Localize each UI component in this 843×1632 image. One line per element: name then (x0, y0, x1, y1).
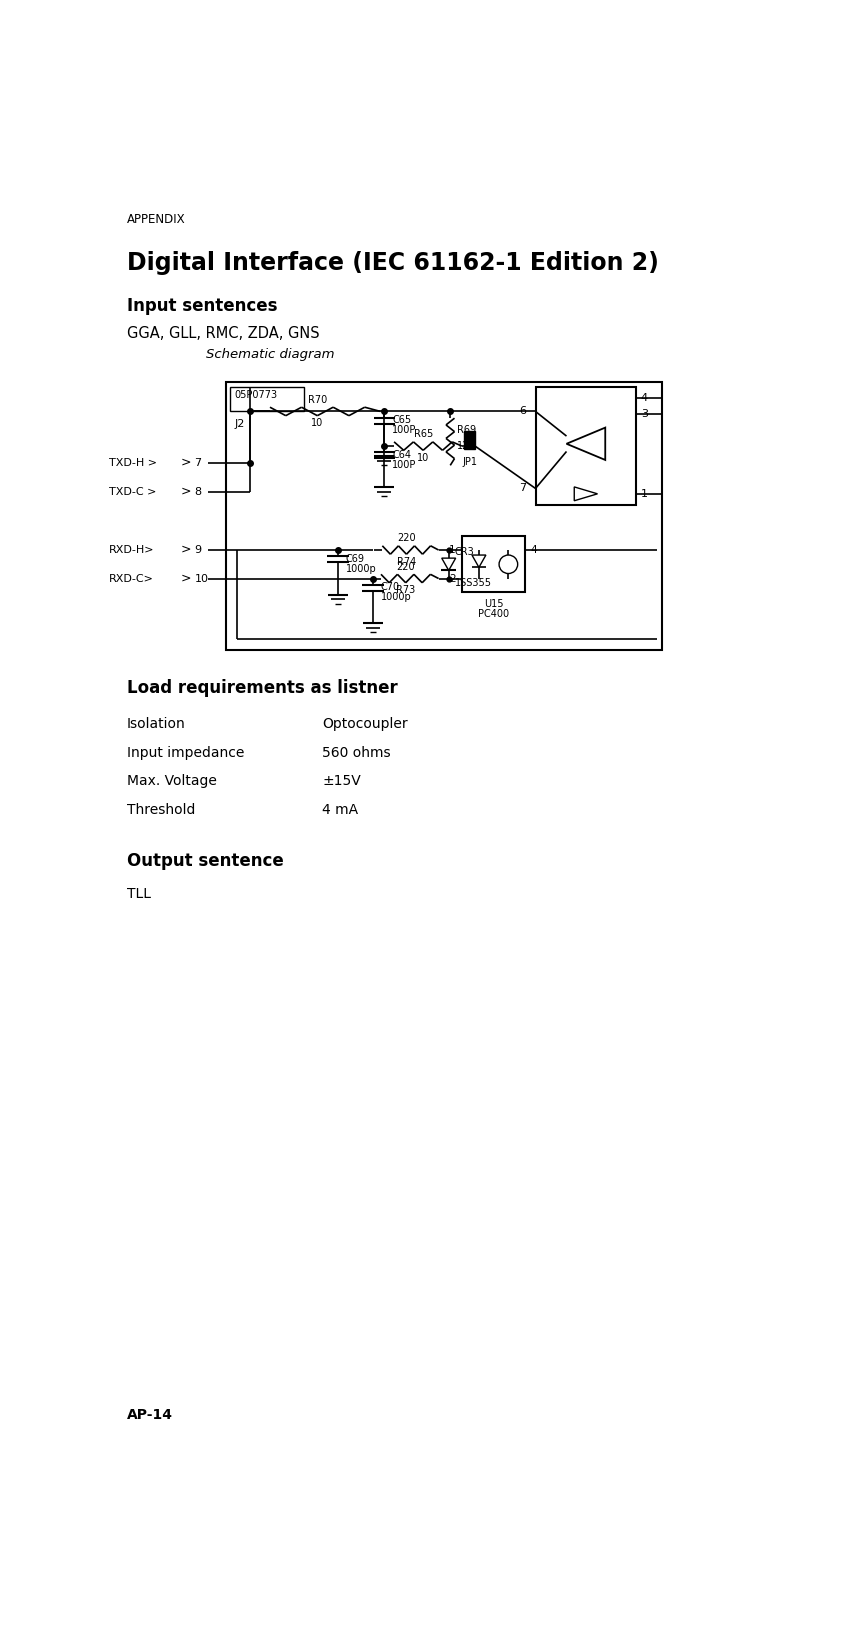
Text: 6: 6 (519, 406, 526, 416)
Text: 1SS355: 1SS355 (455, 578, 492, 588)
Text: APPENDIX: APPENDIX (127, 212, 185, 225)
Text: 9: 9 (195, 545, 201, 555)
Text: Optocoupler: Optocoupler (322, 716, 408, 731)
Bar (225, 382, 662, 650)
Text: C64: C64 (392, 450, 411, 460)
Text: 1: 1 (449, 545, 456, 555)
Text: 8: 8 (195, 486, 201, 496)
Text: TXD-H >: TXD-H > (110, 459, 158, 468)
Text: 220: 220 (396, 561, 415, 571)
Text: JP1: JP1 (462, 457, 477, 467)
Text: TLL: TLL (127, 886, 151, 901)
Text: CR3: CR3 (455, 547, 475, 557)
Text: TXD-C >: TXD-C > (110, 486, 157, 496)
Text: 100P: 100P (392, 426, 416, 436)
Text: 7: 7 (519, 483, 526, 493)
Text: C69: C69 (346, 553, 365, 565)
Text: >: > (180, 485, 191, 498)
Text: 4: 4 (641, 393, 648, 403)
Text: 1: 1 (641, 490, 648, 499)
Text: J2: J2 (235, 419, 245, 429)
Text: Output sentence: Output sentence (127, 852, 284, 870)
Text: 100P: 100P (392, 460, 416, 470)
Text: R69: R69 (457, 426, 476, 436)
Text: 1000p: 1000p (380, 592, 411, 602)
Text: 10: 10 (311, 418, 324, 428)
Text: 4: 4 (530, 545, 537, 555)
Text: R74: R74 (397, 557, 416, 566)
Text: 7: 7 (195, 459, 201, 468)
Text: >: > (180, 543, 191, 557)
Text: 2: 2 (449, 573, 456, 584)
Text: 3: 3 (641, 408, 648, 419)
Text: Load requirements as listner: Load requirements as listner (127, 679, 398, 697)
Text: AP-14: AP-14 (127, 1408, 173, 1421)
Text: RXD-C>: RXD-C> (110, 573, 154, 584)
Text: GGA, GLL, RMC, ZDA, GNS: GGA, GLL, RMC, ZDA, GNS (127, 326, 319, 341)
Text: 120: 120 (457, 442, 475, 452)
Text: Isolation: Isolation (127, 716, 185, 731)
Text: Schematic diagram: Schematic diagram (207, 348, 335, 361)
Text: Digital Interface (IEC 61162-1 Edition 2): Digital Interface (IEC 61162-1 Edition 2… (127, 251, 659, 276)
Text: ±15V: ±15V (322, 774, 361, 788)
Bar (535, 387, 636, 506)
Bar (462, 537, 525, 592)
Text: Input sentences: Input sentences (127, 297, 277, 315)
Text: 220: 220 (397, 534, 416, 543)
Text: 05P0773: 05P0773 (235, 390, 278, 400)
Text: Threshold: Threshold (127, 803, 196, 816)
Text: R65: R65 (414, 429, 432, 439)
Text: 1000p: 1000p (346, 565, 376, 574)
Text: >: > (180, 455, 191, 468)
Text: Input impedance: Input impedance (127, 746, 244, 759)
Bar (464, 431, 475, 449)
Text: PC400: PC400 (478, 609, 509, 619)
Bar (230, 387, 303, 411)
Text: C70: C70 (380, 583, 400, 592)
Text: RXD-H>: RXD-H> (110, 545, 155, 555)
Text: Max. Voltage: Max. Voltage (127, 774, 217, 788)
Text: U15: U15 (484, 599, 503, 609)
Text: C65: C65 (392, 415, 411, 426)
Text: R73: R73 (396, 586, 416, 596)
Text: >: > (180, 571, 191, 584)
Text: 4 mA: 4 mA (322, 803, 358, 816)
Text: 10: 10 (417, 454, 429, 463)
Text: 560 ohms: 560 ohms (322, 746, 391, 759)
Text: 10: 10 (195, 573, 208, 584)
Text: R70: R70 (308, 395, 327, 405)
